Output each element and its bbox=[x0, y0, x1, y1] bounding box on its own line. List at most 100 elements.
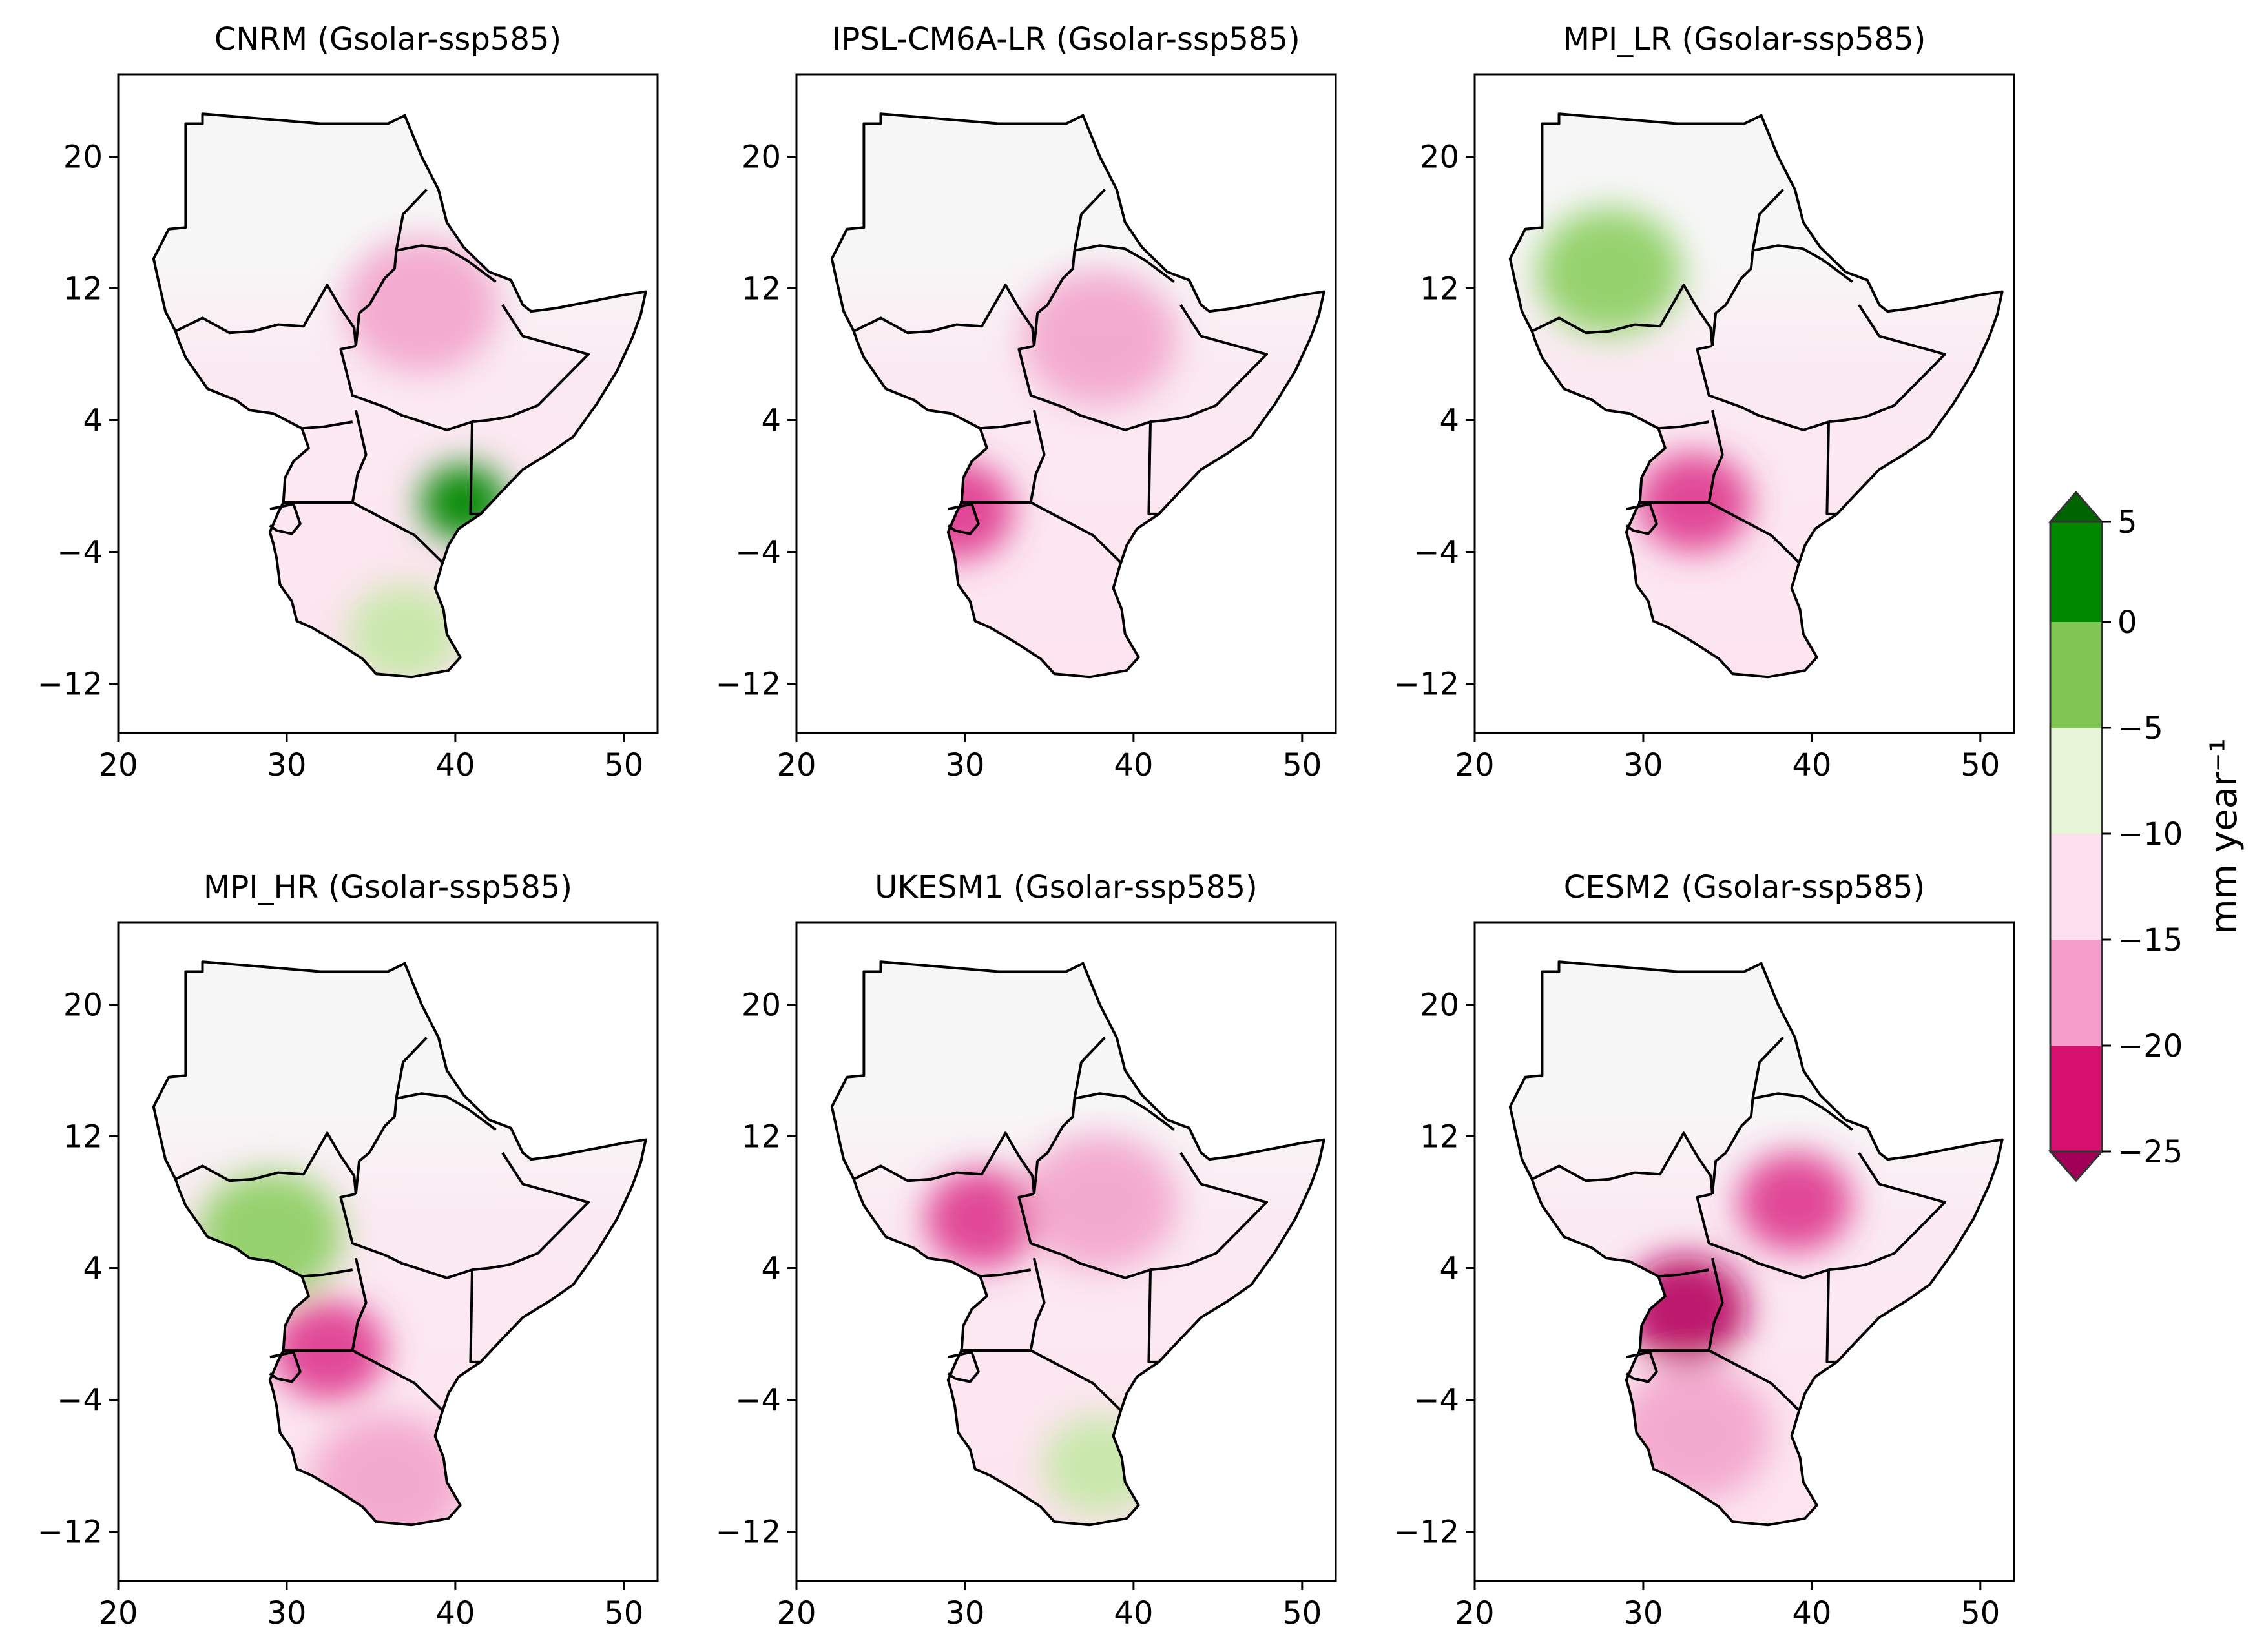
panel-title: CNRM (Gsolar-ssp585) bbox=[214, 21, 561, 57]
map-panel-mpi_lr: MPI_LR (Gsolar-ssp585) 20 30 40 50 20 12 4 −4 −12 bbox=[1394, 21, 2015, 783]
anomaly-magenta bbox=[1738, 1152, 1852, 1252]
field-layer bbox=[153, 962, 646, 1525]
field-layer bbox=[831, 114, 1324, 677]
y-tick-label: −12 bbox=[716, 666, 781, 703]
axes-frame bbox=[117, 73, 659, 734]
colorbar-label: mm year⁻¹ bbox=[2203, 738, 2245, 934]
y-tick-label: −4 bbox=[735, 1383, 781, 1419]
anomaly-pink bbox=[344, 237, 499, 373]
y-tick-label: 20 bbox=[1420, 987, 1459, 1024]
anomaly-green bbox=[197, 1172, 342, 1299]
x-tick-label: 30 bbox=[267, 747, 306, 783]
map-panel-mpi_hr: MPI_HR (Gsolar-ssp585) 20 30 40 50 20 12 4 −4 −12 bbox=[37, 869, 659, 1631]
y-tick-label: 12 bbox=[742, 1119, 781, 1155]
coastline bbox=[152, 960, 647, 1527]
y-tick-label: −4 bbox=[57, 1383, 103, 1419]
y-tick-label: −12 bbox=[716, 1514, 781, 1551]
x-tick-label: 40 bbox=[435, 747, 475, 783]
x-tick-label: 40 bbox=[1114, 747, 1153, 783]
anomaly-blobs bbox=[1616, 1152, 1852, 1501]
colorbar-outline bbox=[2049, 521, 2103, 1153]
x-tick-label: 20 bbox=[98, 1595, 138, 1631]
x-tick-label: 40 bbox=[1792, 1595, 1831, 1631]
y-tick-label: 12 bbox=[1420, 271, 1459, 307]
axes-frame bbox=[795, 921, 1337, 1582]
colorbar-segment-neg10-neg5 bbox=[2050, 728, 2102, 834]
x-tick-label: 50 bbox=[1282, 747, 1322, 783]
country-borders bbox=[853, 189, 1268, 563]
colorbar-tick-label: −15 bbox=[2117, 922, 2183, 958]
coastline bbox=[152, 112, 647, 679]
colorbar-tick-label: −5 bbox=[2117, 710, 2163, 747]
x-tick-label: 20 bbox=[1455, 1595, 1494, 1631]
panel-title: MPI_LR (Gsolar-ssp585) bbox=[1563, 21, 1926, 57]
y-tick-label: 4 bbox=[761, 1251, 781, 1287]
map-panel-cnrm: CNRM (Gsolar-ssp585) 20 30 40 50 20 12 4 −4 −12 bbox=[37, 21, 659, 783]
y-tick-label: −12 bbox=[37, 1514, 103, 1551]
x-tick-label: 30 bbox=[1623, 1595, 1663, 1631]
x-tick-label: 20 bbox=[776, 747, 816, 783]
y-tick-label: −4 bbox=[57, 535, 103, 571]
y-tick-label: −4 bbox=[735, 535, 781, 571]
colorbar-tick-label: −25 bbox=[2117, 1134, 2183, 1170]
y-tick-label: 20 bbox=[742, 139, 781, 176]
coastline bbox=[1508, 112, 2004, 679]
y-tick-label: −12 bbox=[37, 666, 103, 703]
coastline bbox=[830, 960, 1325, 1527]
country-borders bbox=[1531, 1037, 1946, 1411]
anomaly-pink bbox=[310, 1414, 466, 1525]
y-tick-label: −4 bbox=[1413, 1383, 1459, 1419]
y-tick-label: 20 bbox=[63, 139, 103, 176]
x-tick-label: 50 bbox=[604, 1595, 643, 1631]
land-fill bbox=[1510, 962, 2002, 1525]
map-panel-cesm2: CESM2 (Gsolar-ssp585) 20 30 40 50 20 12 4 −4 −12 bbox=[1394, 869, 2015, 1631]
land-fill bbox=[153, 114, 646, 677]
x-tick-label: 40 bbox=[435, 1595, 475, 1631]
field-layer bbox=[153, 114, 646, 677]
field-layer bbox=[1510, 962, 2002, 1525]
y-tick-label: −4 bbox=[1413, 535, 1459, 571]
anomaly-pink bbox=[1022, 1134, 1178, 1270]
anomaly-light-green bbox=[348, 584, 462, 677]
anomaly-magenta bbox=[925, 1169, 1039, 1268]
colorbar-extend-top bbox=[2048, 490, 2104, 523]
country-borders bbox=[1531, 189, 1946, 563]
colorbar-extend-bottom bbox=[2048, 1150, 2104, 1182]
map-panel-ipsl: IPSL-CM6A-LR (Gsolar-ssp585) 20 30 40 50 20 12… bbox=[716, 21, 1337, 783]
colorbar-tick-label: −10 bbox=[2117, 816, 2183, 852]
x-tick-label: 30 bbox=[267, 1595, 306, 1631]
y-tick-label: −12 bbox=[1394, 666, 1459, 703]
y-tick-label: 4 bbox=[1439, 403, 1459, 439]
y-tick-label: 12 bbox=[63, 271, 103, 307]
y-tick-label: 12 bbox=[63, 1119, 103, 1155]
colorbar-segment-neg15-neg10 bbox=[2050, 834, 2102, 940]
colorbar: 5 0 −5 −10 −15 −20 −25 mm year⁻¹ bbox=[2048, 490, 2245, 1182]
anomaly-pink bbox=[1616, 1365, 1772, 1501]
land-fill bbox=[1510, 114, 2002, 677]
anomaly-green bbox=[1537, 209, 1682, 335]
colorbar-tick-label: 5 bbox=[2117, 504, 2137, 541]
x-tick-label: 50 bbox=[1960, 1595, 2000, 1631]
x-tick-label: 20 bbox=[776, 1595, 816, 1631]
x-tick-label: 50 bbox=[1282, 1595, 1322, 1631]
panel-title: CESM2 (Gsolar-ssp585) bbox=[1564, 869, 1925, 905]
axes-frame bbox=[1473, 73, 2015, 734]
colorbar-segment-neg5-0 bbox=[2050, 622, 2102, 728]
panel-title: IPSL-CM6A-LR (Gsolar-ssp585) bbox=[832, 21, 1300, 57]
colorbar-ticks bbox=[2102, 521, 2111, 1153]
colorbar-tick-label: −20 bbox=[2117, 1028, 2183, 1064]
y-tick-label: 4 bbox=[83, 1251, 103, 1287]
x-tick-label: 40 bbox=[1114, 1595, 1153, 1631]
y-tick-label: 20 bbox=[63, 987, 103, 1024]
coastline bbox=[830, 112, 1325, 679]
y-tick-label: 4 bbox=[761, 403, 781, 439]
y-tick-label: 20 bbox=[1420, 139, 1459, 176]
country-borders bbox=[174, 1037, 590, 1411]
anomaly-dark-magenta bbox=[1623, 1255, 1748, 1364]
x-tick-label: 30 bbox=[1623, 747, 1663, 783]
map-panel-ukesm1: UKESM1 (Gsolar-ssp585) 20 30 40 50 20 12 4 −4 −12 bbox=[716, 869, 1337, 1631]
field-layer bbox=[831, 962, 1324, 1525]
anomaly-light-green bbox=[1043, 1416, 1157, 1516]
x-tick-label: 20 bbox=[98, 747, 138, 783]
